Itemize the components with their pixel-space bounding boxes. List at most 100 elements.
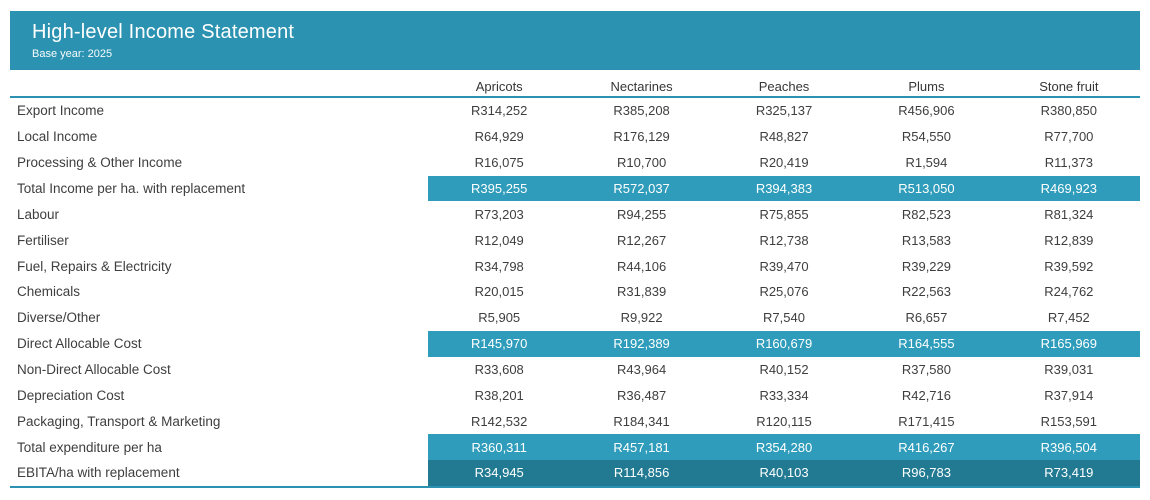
income-statement-table: Apricots Nectarines Peaches Plums Stone frui… xyxy=(10,76,1140,488)
table-row-total-income-per-ha-with-replacement: Total Income per ha. with replacement R39… xyxy=(10,175,1140,202)
page-title: High-level Income Statement xyxy=(32,21,295,43)
value-cell: R43,964 xyxy=(617,362,667,378)
table-row-non-direct-allocable-cost: Non-Direct Allocable Cost R33,608 R43,964 R… xyxy=(10,357,1140,383)
value-cell: R7,540 xyxy=(763,310,805,326)
value-cell: R354,280 xyxy=(755,439,813,455)
row-label: Export Income xyxy=(17,103,105,119)
page-subtitle: Base year: 2025 xyxy=(32,48,113,60)
row-label: Non-Direct Allocable Cost xyxy=(17,362,171,378)
value-cell: R120,115 xyxy=(756,413,812,429)
table-row-local-income: Local Income R64,929 R176,129 R48,827 R54,55… xyxy=(10,124,1140,150)
row-values: R34,945 R114,856 R40,103 R96,783 R73,419 xyxy=(428,460,1140,486)
value-cell: R37,914 xyxy=(1044,387,1094,403)
table-row-packaging-transport-marketing: Packaging, Transport & Marketing R142,532… xyxy=(10,408,1140,434)
table-row-total-expenditure-per-ha: Total expenditure per ha R360,311 R457,181… xyxy=(10,434,1140,461)
value-cell: R12,738 xyxy=(759,232,809,248)
row-label: Fuel, Repairs & Electricity xyxy=(17,258,172,274)
row-values: R360,311 R457,181 R354,280 R416,267 R396,504 xyxy=(428,434,1140,461)
value-cell: R40,103 xyxy=(759,465,809,481)
value-cell: R48,827 xyxy=(759,129,809,145)
value-cell: R33,608 xyxy=(474,362,524,378)
row-values: R16,075 R10,700 R20,419 R1,594 R11,373 xyxy=(428,150,1140,176)
table-row-diverse-other: Diverse/Other R5,905 R9,922 R7,540 R6,657 R7,… xyxy=(10,305,1140,331)
value-cell: R39,470 xyxy=(759,258,809,274)
value-cell: R25,076 xyxy=(759,284,809,300)
value-cell: R395,255 xyxy=(471,181,528,196)
value-cell: R39,592 xyxy=(1044,258,1094,274)
value-cell: R192,389 xyxy=(613,336,670,352)
column-header-peaches[interactable]: Peaches xyxy=(758,78,810,94)
table-row-direct-allocable-cost: Direct Allocable Cost R145,970 R192,389 R16… xyxy=(10,330,1140,357)
row-values: R145,970 R192,389 R160,679 R164,555 R165,969 xyxy=(428,330,1140,357)
value-cell: R5,905 xyxy=(478,310,521,326)
row-values: R142,532 R184,341 R120,115 R171,415 R153,591 xyxy=(428,408,1140,434)
value-cell: R22,563 xyxy=(901,284,951,300)
value-cell: R64,929 xyxy=(474,129,524,145)
value-cell: R39,229 xyxy=(901,258,951,274)
value-cell: R38,201 xyxy=(474,387,524,403)
value-cell: R75,855 xyxy=(759,206,809,222)
row-label: Fertiliser xyxy=(17,232,69,248)
row-values: R20,015 R31,839 R25,076 R22,563 R24,762 xyxy=(428,279,1140,305)
row-values: R73,203 R94,255 R75,855 R82,523 R81,324 xyxy=(428,201,1140,227)
value-cell: R44,106 xyxy=(617,258,667,274)
row-label: Processing & Other Income xyxy=(17,155,183,171)
row-label: EBITA/ha with replacement xyxy=(17,465,180,481)
value-cell: R73,203 xyxy=(474,206,524,222)
value-cell: R314,252 xyxy=(471,103,528,119)
value-cell: R11,373 xyxy=(1044,155,1093,171)
value-cell: R416,267 xyxy=(898,439,955,455)
value-cell: R165,969 xyxy=(1040,336,1098,352)
row-values: R5,905 R9,922 R7,540 R6,657 R7,452 xyxy=(428,305,1140,331)
table-row-ebita-ha-with-replacement: EBITA/ha with replacement R34,945 R114,856… xyxy=(10,460,1140,486)
value-cell: R33,334 xyxy=(759,387,809,403)
value-cell: R12,839 xyxy=(1044,232,1094,248)
table-header-row: Apricots Nectarines Peaches Plums Stone frui… xyxy=(10,76,1140,98)
value-cell: R145,970 xyxy=(471,336,528,352)
table-row-fuel-repairs-electricity: Fuel, Repairs & Electricity R34,798 R44,10… xyxy=(10,253,1140,279)
value-cell: R77,700 xyxy=(1044,129,1094,145)
value-cell: R457,181 xyxy=(613,439,670,455)
value-cell: R39,031 xyxy=(1044,362,1094,378)
value-cell: R94,255 xyxy=(617,206,667,222)
value-cell: R572,037 xyxy=(613,181,670,196)
value-cell: R385,208 xyxy=(613,103,670,119)
value-cell: R9,922 xyxy=(620,310,663,326)
row-label: Total Income per ha. with replacement xyxy=(17,181,246,196)
value-cell: R360,311 xyxy=(471,439,527,455)
column-header-plums[interactable]: Plums xyxy=(908,78,945,94)
value-cell: R164,555 xyxy=(898,336,955,352)
value-cell: R82,523 xyxy=(901,206,951,222)
table-row-export-income: Export Income R314,252 R385,208 R325,137 R45… xyxy=(10,98,1140,124)
value-cell: R160,679 xyxy=(755,336,813,352)
column-header-apricots[interactable]: Apricots xyxy=(475,78,523,94)
value-cell: R20,015 xyxy=(474,284,524,300)
row-label: Direct Allocable Cost xyxy=(17,336,142,352)
value-cell: R396,504 xyxy=(1040,439,1098,455)
value-cell: R153,591 xyxy=(1040,413,1098,429)
row-values: R395,255 R572,037 R394,383 R513,050 R469,923 xyxy=(428,175,1140,202)
row-label: Packaging, Transport & Marketing xyxy=(17,413,221,429)
value-cell: R54,550 xyxy=(901,129,951,145)
value-cell: R6,657 xyxy=(905,310,948,326)
row-values: R12,049 R12,267 R12,738 R13,583 R12,839 xyxy=(428,227,1140,253)
value-cell: R81,324 xyxy=(1044,206,1094,222)
value-cell: R1,594 xyxy=(905,155,948,171)
value-cell: R7,452 xyxy=(1047,310,1090,326)
report-header-banner: High-level Income Statement Base year: 2… xyxy=(10,11,1140,70)
value-cell: R12,049 xyxy=(474,232,524,248)
value-cell: R73,419 xyxy=(1044,465,1094,481)
value-cell: R380,850 xyxy=(1040,103,1098,119)
value-cell: R456,906 xyxy=(898,103,955,119)
value-cell: R114,856 xyxy=(613,465,670,481)
value-cell: R184,341 xyxy=(613,413,670,429)
row-values: R38,201 R36,487 R33,334 R42,716 R37,914 xyxy=(428,382,1140,408)
value-cell: R469,923 xyxy=(1040,181,1098,196)
column-header-nectarines[interactable]: Nectarines xyxy=(610,78,673,94)
row-label: Total expenditure per ha xyxy=(17,439,162,455)
value-cell: R24,762 xyxy=(1044,284,1094,300)
value-cell: R37,580 xyxy=(901,362,951,378)
table-row-chemicals: Chemicals R20,015 R31,839 R25,076 R22,563 R24… xyxy=(10,279,1140,305)
column-header-stone-fruit[interactable]: Stone fruit xyxy=(1039,78,1099,94)
row-label: Diverse/Other xyxy=(17,310,101,326)
